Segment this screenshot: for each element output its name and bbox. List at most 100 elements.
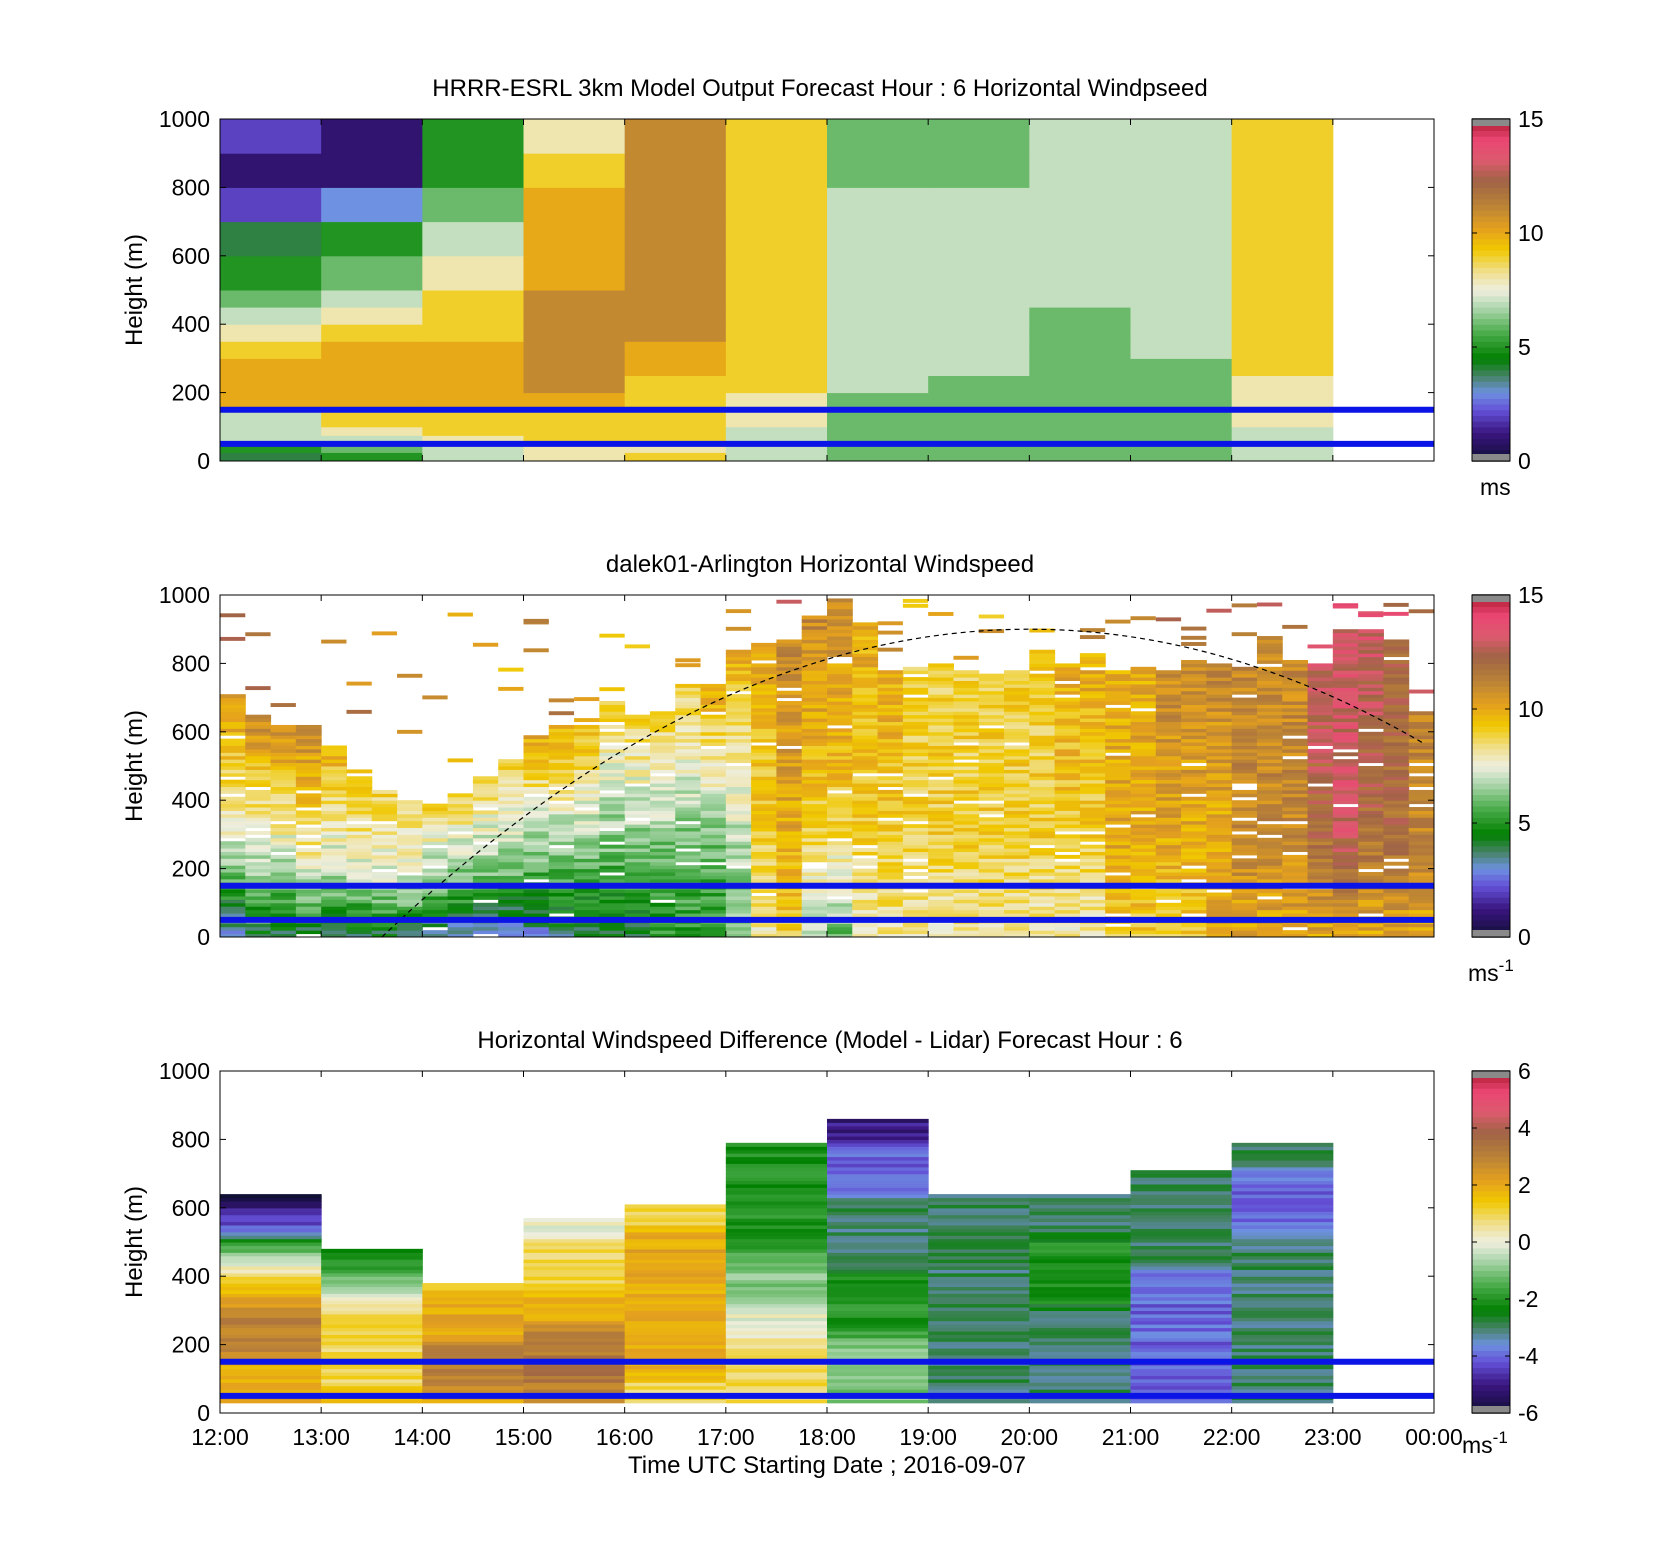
heatmap-cell	[1282, 817, 1309, 822]
heatmap-cell	[523, 1330, 626, 1335]
heatmap-cell	[548, 789, 575, 794]
heatmap-cell	[1004, 786, 1030, 791]
heatmap-cell	[776, 718, 803, 723]
heatmap-cell	[928, 290, 1030, 308]
heatmap-cell	[1155, 830, 1182, 835]
heatmap-cell	[751, 766, 777, 770]
heatmap-cell	[245, 813, 272, 818]
colorbar-step	[1472, 1185, 1510, 1192]
heatmap-cell	[1282, 861, 1309, 866]
heatmap-cell	[1004, 803, 1030, 808]
heatmap-cell	[953, 687, 980, 692]
heatmap-cell	[523, 187, 626, 223]
heatmap-cell	[371, 899, 398, 904]
heatmap-cell	[776, 865, 803, 870]
heatmap-cell	[1130, 899, 1157, 904]
heatmap-cell	[1130, 735, 1157, 740]
heatmap-cell	[675, 779, 702, 784]
heatmap-cell	[978, 735, 1005, 740]
heatmap-cell	[1079, 899, 1106, 904]
heatmap-cell	[1029, 628, 1055, 633]
colorbar-tick-label-3: 0	[1518, 1229, 1531, 1255]
heatmap-cell	[1130, 909, 1157, 914]
heatmap-cell	[1383, 926, 1410, 931]
heatmap-cell	[1383, 742, 1410, 746]
heatmap-cell	[422, 1327, 524, 1332]
heatmap-cell	[852, 762, 879, 767]
heatmap-cell	[321, 1351, 423, 1356]
heatmap-cell	[776, 666, 803, 671]
heatmap-cell	[220, 392, 322, 411]
heatmap-cell	[827, 1159, 929, 1164]
colorbar-under-cap	[1472, 454, 1510, 462]
heatmap-cell	[1231, 187, 1334, 223]
heatmap-cell	[801, 933, 828, 938]
heatmap-cell	[1004, 755, 1030, 760]
heatmap-cell	[928, 786, 954, 791]
heatmap-cell	[928, 1389, 1030, 1394]
heatmap-cell	[371, 807, 398, 811]
heatmap-cell	[523, 1341, 626, 1346]
heatmap-cell	[1358, 851, 1384, 856]
heatmap-cell	[1155, 617, 1182, 622]
heatmap-cell	[1256, 745, 1283, 750]
heatmap-cell	[1383, 711, 1410, 716]
heatmap-cell	[1029, 1259, 1131, 1264]
heatmap-cell	[1130, 1313, 1233, 1318]
heatmap-cell	[801, 694, 828, 699]
heatmap-cell	[422, 392, 524, 411]
heatmap-cell	[472, 858, 499, 863]
heatmap-cell	[978, 694, 1005, 699]
heatmap-cell	[1282, 878, 1309, 883]
colorbar-step	[1472, 443, 1510, 451]
heatmap-cell	[1383, 899, 1410, 904]
heatmap-cell	[1307, 895, 1334, 900]
heatmap-cell	[1307, 769, 1334, 774]
heatmap-cell	[1332, 868, 1359, 873]
colorbar-step	[1472, 874, 1510, 881]
heatmap-cell	[523, 926, 550, 931]
colorbar-tick-label-2: 10	[1518, 220, 1544, 246]
heatmap-cell	[725, 878, 752, 883]
heatmap-cell	[295, 848, 322, 852]
heatmap-cell	[1231, 748, 1258, 753]
heatmap-cell	[827, 1142, 929, 1147]
heatmap-cell	[902, 704, 929, 709]
heatmap-cell	[1105, 755, 1131, 760]
heatmap-cell	[422, 1334, 524, 1339]
heatmap-cell	[1383, 895, 1410, 900]
heatmap-cell	[422, 834, 449, 839]
heatmap-cell	[321, 913, 347, 917]
heatmap-cell	[776, 813, 803, 818]
heatmap-cell	[725, 1324, 828, 1329]
heatmap-cell	[321, 752, 347, 757]
heatmap-cell	[725, 1153, 828, 1158]
heatmap-cell	[548, 895, 575, 900]
heatmap-cell	[447, 848, 474, 852]
heatmap-cell	[245, 762, 272, 767]
heatmap-cell	[1358, 813, 1384, 818]
heatmap-cell	[1181, 731, 1207, 736]
heatmap-cell	[1358, 642, 1384, 647]
heatmap-cell	[1231, 632, 1257, 637]
heatmap-cell	[346, 841, 373, 846]
heatmap-cell	[422, 187, 524, 223]
heatmap-cell	[978, 807, 1005, 811]
heatmap-cell	[776, 830, 803, 835]
heatmap-cell	[1408, 742, 1435, 746]
heatmap-cell	[953, 701, 980, 705]
heatmap-cell	[928, 769, 954, 774]
heatmap-cell	[624, 1389, 727, 1394]
heatmap-cell	[928, 392, 1030, 411]
heatmap-cell	[1282, 906, 1309, 911]
heatmap-cell	[725, 656, 752, 661]
heatmap-cell	[725, 704, 752, 709]
heatmap-cell	[220, 1300, 322, 1305]
heatmap-cell	[447, 868, 474, 873]
heatmap-cell	[321, 745, 347, 750]
heatmap-cell	[877, 735, 904, 740]
heatmap-cell	[422, 854, 449, 859]
heatmap-cell	[472, 923, 499, 928]
heatmap-cell	[1358, 824, 1384, 829]
heatmap-cell	[1130, 800, 1157, 805]
